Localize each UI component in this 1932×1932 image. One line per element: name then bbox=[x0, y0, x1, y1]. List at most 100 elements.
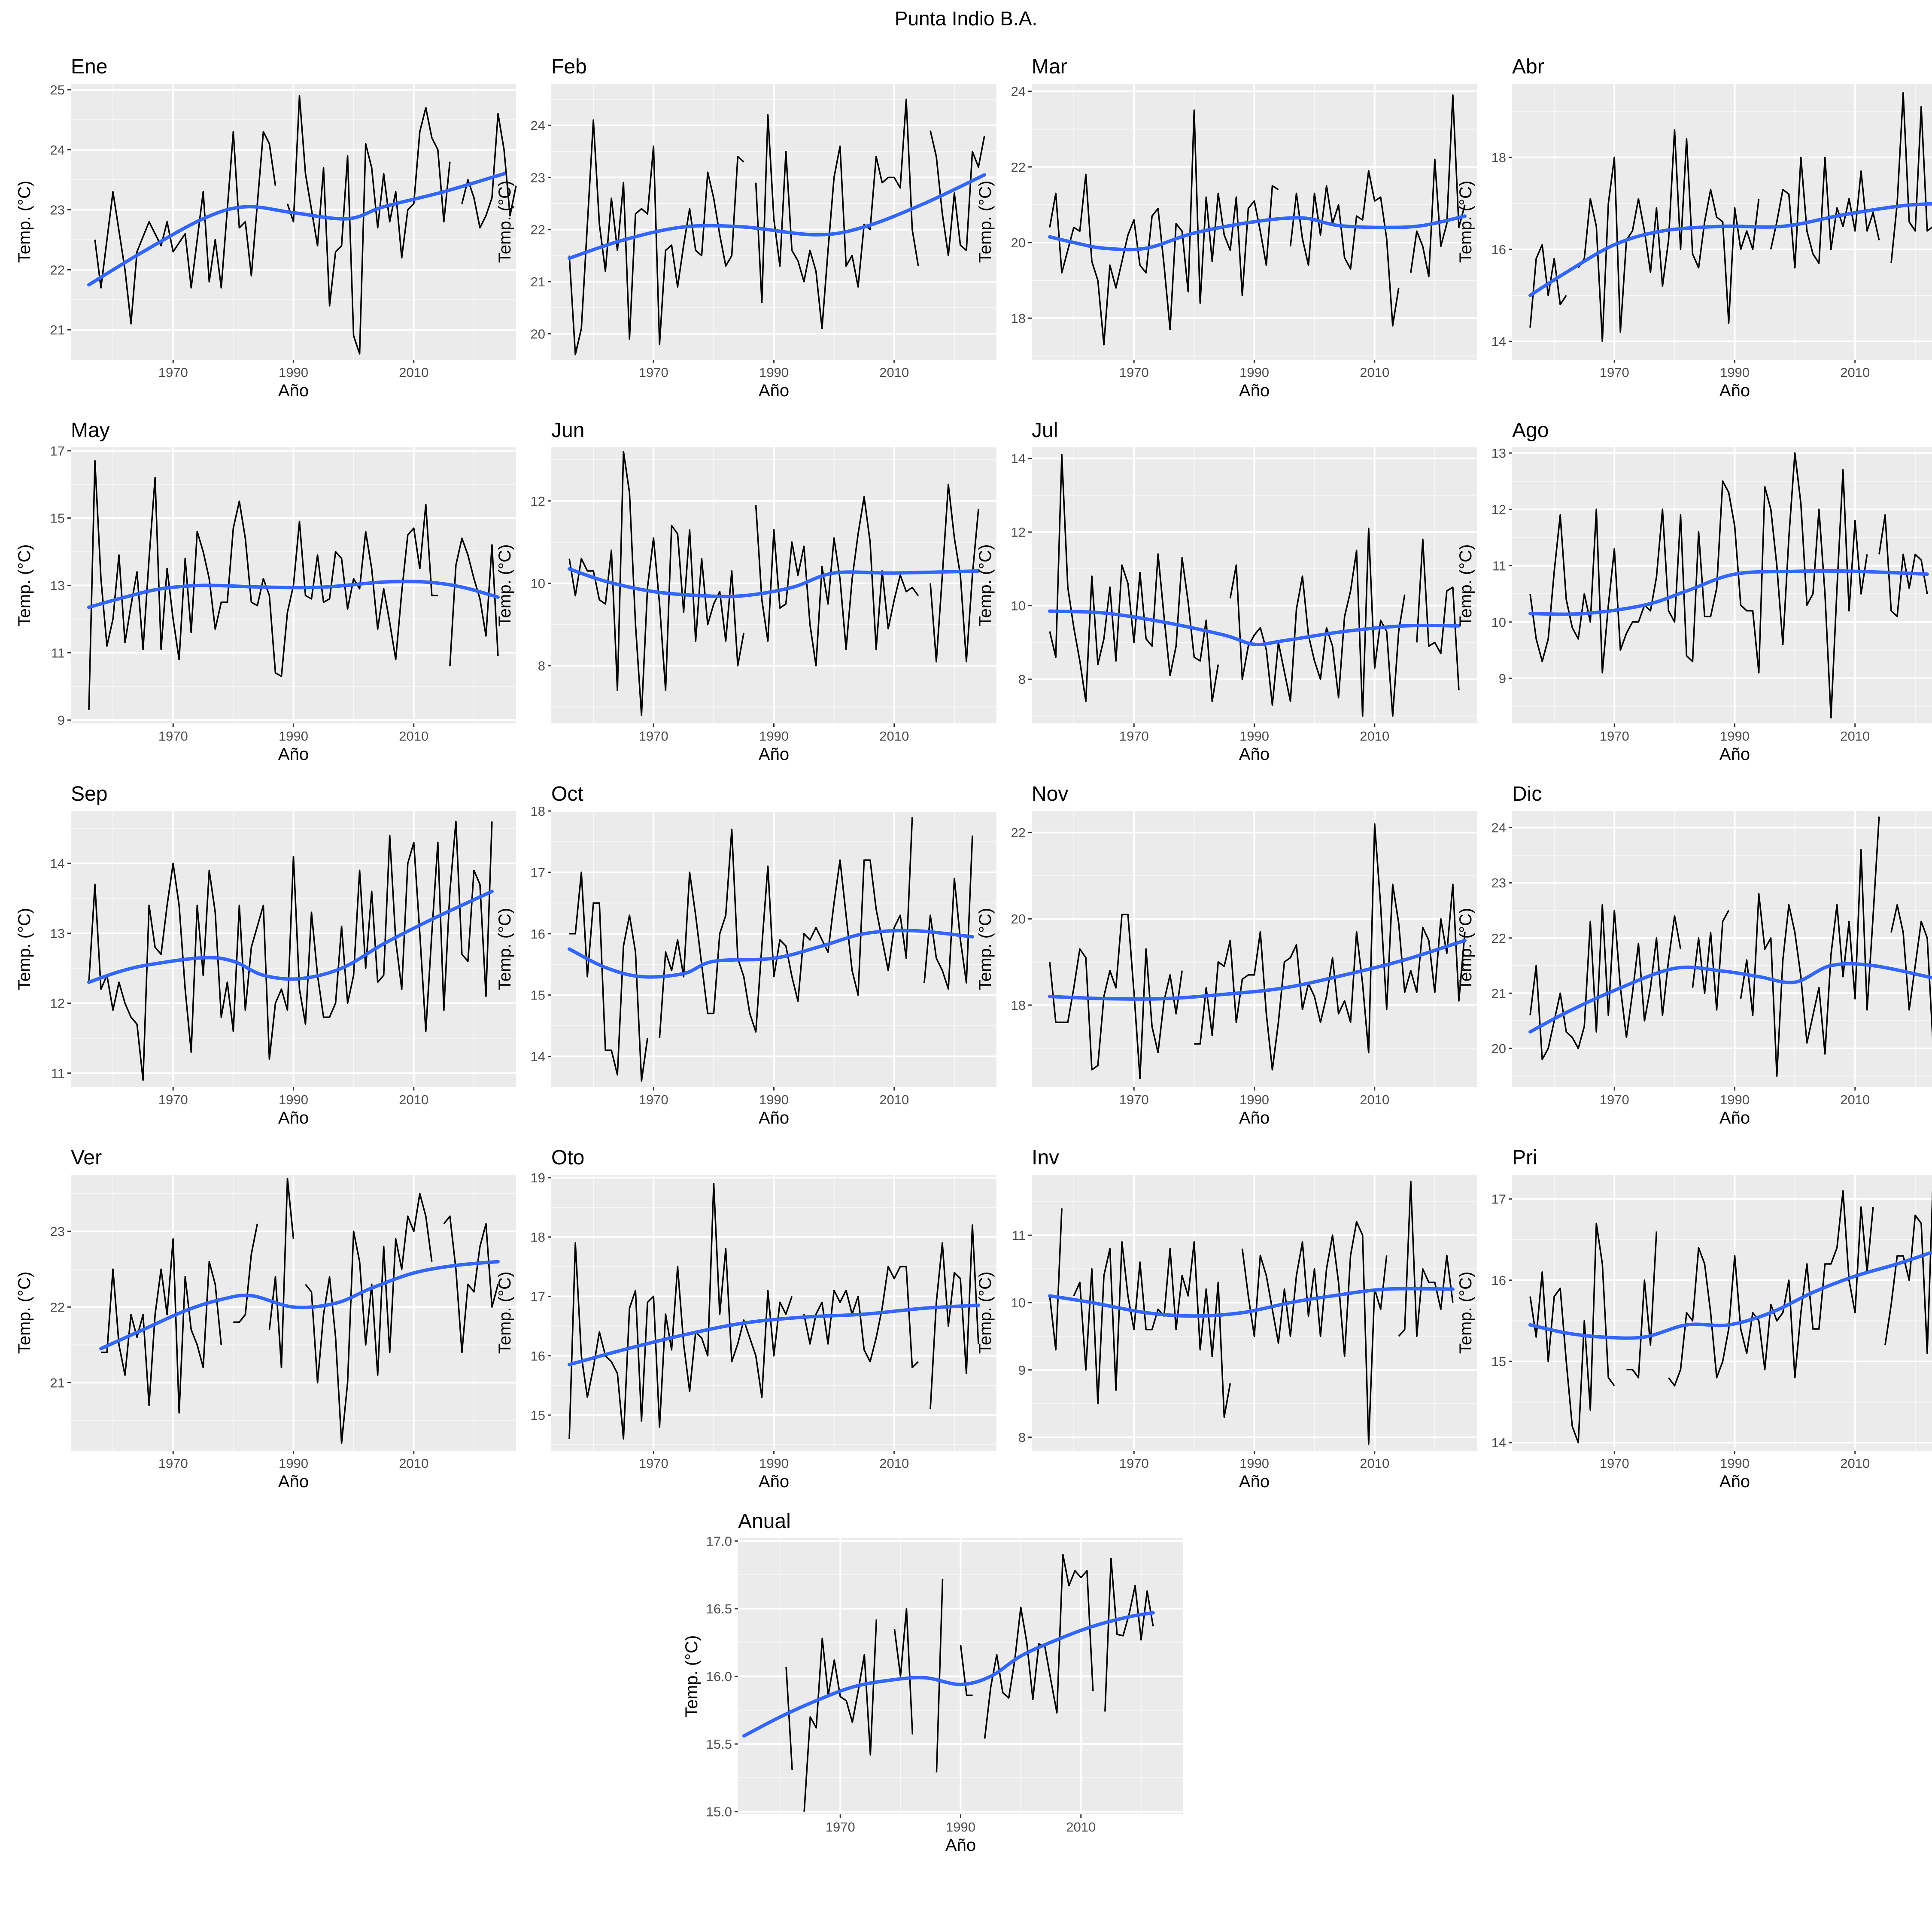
x-axis-label: Año bbox=[278, 381, 309, 400]
x-tick-label: 1990 bbox=[1239, 1456, 1269, 1471]
series-observed-line bbox=[568, 1182, 979, 1440]
y-tick-label: 9 bbox=[1018, 1363, 1026, 1378]
y-axis-label: Temp. (°C) bbox=[15, 1272, 34, 1354]
y-tick-label: 10 bbox=[531, 576, 545, 591]
x-tick-label: 2010 bbox=[1840, 365, 1870, 380]
x-tick-label: 1990 bbox=[946, 1820, 975, 1835]
y-tick-label: 16 bbox=[1492, 1273, 1506, 1288]
panel-title: Dic bbox=[1512, 783, 1542, 805]
y-tick-label: 18 bbox=[1492, 150, 1506, 165]
x-tick-label: 1970 bbox=[158, 365, 188, 380]
panel-title: Oct bbox=[551, 783, 583, 805]
x-tick-label: 1970 bbox=[158, 729, 188, 744]
x-axis-label: Año bbox=[759, 1109, 789, 1127]
x-axis-label: Año bbox=[1719, 745, 1750, 764]
series-observed-line bbox=[1049, 454, 1460, 717]
x-tick-label: 2010 bbox=[879, 365, 909, 380]
series-smooth-trend bbox=[1528, 962, 1932, 1034]
x-tick-label: 1990 bbox=[279, 1456, 308, 1471]
x-tick-label: 2010 bbox=[879, 729, 909, 744]
x-axis-label: Año bbox=[945, 1836, 976, 1855]
series-observed-line bbox=[1529, 816, 1932, 1077]
y-tick-label: 17 bbox=[50, 444, 65, 459]
y-axis-label: Temp. (°C) bbox=[495, 181, 514, 263]
panel-title: Oto bbox=[551, 1146, 584, 1169]
y-tick-label: 15.5 bbox=[706, 1737, 732, 1752]
plot-background bbox=[1512, 1175, 1932, 1451]
series-observed-line bbox=[785, 1554, 1154, 1812]
x-tick-label: 1970 bbox=[826, 1820, 855, 1835]
plot-background bbox=[1512, 811, 1932, 1087]
x-tick-label: 2010 bbox=[1066, 1820, 1096, 1835]
y-tick-label: 18 bbox=[531, 804, 545, 819]
panel-oct: 1970 1990 2010 14 15 16 17 18 Oct Año Temp. (°C) bbox=[495, 783, 996, 1127]
x-tick-label: 1970 bbox=[1600, 1456, 1629, 1471]
y-tick-label: 22 bbox=[50, 262, 65, 277]
y-tick-label: 24 bbox=[1492, 820, 1506, 835]
y-axis-label: Temp. (°C) bbox=[976, 1272, 995, 1354]
y-tick-label: 22 bbox=[1492, 931, 1506, 946]
y-tick-label: 13 bbox=[50, 926, 65, 941]
x-tick-label: 1970 bbox=[1119, 1092, 1149, 1107]
x-tick-label: 1970 bbox=[639, 365, 668, 380]
panel-abr: 1970 1990 2010 14 16 18 Abr Año Temp. (°C) bbox=[1456, 55, 1932, 400]
panel-jul: 1970 1990 2010 8 10 12 14 Jul Año Temp. (°C) bbox=[976, 419, 1477, 764]
y-tick-label: 10 bbox=[1492, 615, 1506, 630]
y-tick-label: 8 bbox=[1018, 1430, 1026, 1445]
x-tick-label: 1970 bbox=[1600, 729, 1629, 744]
y-tick-label: 13 bbox=[1492, 446, 1506, 461]
panel-title: Pri bbox=[1512, 1146, 1537, 1169]
y-tick-label: 20 bbox=[1011, 911, 1026, 927]
series-smooth-trend bbox=[742, 1611, 1155, 1738]
series-smooth-trend bbox=[87, 172, 506, 287]
y-tick-label: 15 bbox=[1492, 1354, 1506, 1369]
x-tick-label: 2010 bbox=[879, 1092, 909, 1107]
y-tick-label: 24 bbox=[531, 118, 545, 133]
x-tick-label: 1970 bbox=[639, 1456, 668, 1471]
y-tick-label: 14 bbox=[531, 1049, 545, 1064]
y-tick-label: 22 bbox=[50, 1300, 65, 1315]
x-axis-label: Año bbox=[1239, 381, 1270, 400]
y-axis-label: Temp. (°C) bbox=[1456, 544, 1475, 627]
panel-title: Abr bbox=[1512, 55, 1544, 78]
y-tick-label: 16 bbox=[531, 1349, 545, 1364]
y-tick-label: 9 bbox=[58, 713, 65, 728]
x-axis-label: Año bbox=[759, 745, 789, 764]
series-smooth-trend bbox=[568, 173, 986, 260]
y-tick-label: 11 bbox=[1492, 559, 1506, 574]
panel-may: 1970 1990 2010 9 11 13 15 17 May Año Temp. (°C) bbox=[15, 419, 516, 764]
y-tick-label: 21 bbox=[50, 1375, 65, 1390]
y-axis-label: Temp. (°C) bbox=[1456, 181, 1475, 263]
y-tick-label: 15 bbox=[531, 1408, 545, 1423]
y-tick-label: 20 bbox=[531, 326, 545, 341]
panel-ago: 1970 1990 2010 9 10 11 12 13 Ago Año Temp. (°C) bbox=[1456, 419, 1932, 764]
panel-title: Anual bbox=[738, 1510, 791, 1533]
y-tick-label: 14 bbox=[50, 856, 65, 871]
series-observed-line bbox=[1049, 1180, 1454, 1445]
series-smooth-trend bbox=[1528, 202, 1932, 297]
panel-jun: 1970 1990 2010 8 10 12 Jun Año Temp. (°C) bbox=[495, 419, 996, 764]
x-tick-label: 1970 bbox=[158, 1092, 188, 1107]
y-tick-label: 12 bbox=[1492, 502, 1506, 517]
x-tick-label: 1970 bbox=[1119, 729, 1149, 744]
y-tick-label: 21 bbox=[50, 322, 65, 337]
series-observed-line bbox=[101, 1178, 499, 1444]
y-tick-label: 12 bbox=[1011, 525, 1026, 540]
y-tick-label: 22 bbox=[1011, 825, 1026, 840]
y-axis-label: Temp. (°C) bbox=[495, 1272, 514, 1354]
x-tick-label: 1990 bbox=[279, 365, 308, 380]
y-tick-label: 15 bbox=[50, 511, 65, 526]
x-tick-label: 2010 bbox=[1360, 729, 1389, 744]
x-tick-label: 2010 bbox=[1360, 1456, 1389, 1471]
panel-anual: 1970 1990 2010 15.0 15.5 16.0 16.5 17.0 Anual Año… bbox=[682, 1510, 1183, 1855]
y-tick-label: 22 bbox=[1011, 160, 1026, 175]
x-tick-label: 2010 bbox=[1840, 1456, 1870, 1471]
y-axis-label: Temp. (°C) bbox=[682, 1635, 701, 1718]
y-tick-label: 12 bbox=[50, 996, 65, 1011]
series-observed-line bbox=[88, 820, 493, 1081]
series-smooth-trend bbox=[568, 567, 980, 598]
x-axis-label: Año bbox=[759, 381, 789, 400]
panel-oto: 1970 1990 2010 15 16 17 18 19 Oto Año Temp. (°C) bbox=[495, 1146, 996, 1491]
y-tick-label: 23 bbox=[50, 1224, 65, 1239]
x-tick-label: 2010 bbox=[1360, 365, 1389, 380]
